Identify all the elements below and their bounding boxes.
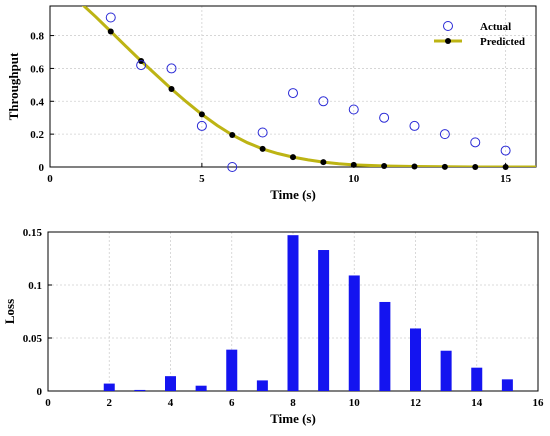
x-tick-label: 16: [533, 397, 545, 409]
predicted-point: [107, 28, 114, 35]
actual-point: [166, 63, 177, 74]
predicted-point: [198, 111, 205, 118]
y-axis-label: Throughput: [6, 52, 21, 120]
loss-bar: [103, 383, 115, 391]
predicted-point: [411, 163, 418, 170]
actual-point: [348, 104, 359, 115]
predicted-point: [320, 159, 327, 166]
actual-point: [439, 129, 450, 140]
y-axis-label: Loss: [2, 299, 17, 324]
loss-bar: [318, 250, 330, 391]
throughput-chart: 0 5 10 15 0 0.2 0.4 0.6 0.8 Time (s) Throughput Act…: [6, 5, 537, 202]
loss-bar: [471, 367, 483, 391]
predicted-point: [259, 145, 266, 152]
loss-bar: [410, 328, 421, 391]
legend-predicted-marker: [445, 38, 451, 44]
predicted-point: [290, 154, 296, 161]
plot-frame: [49, 5, 537, 168]
actual-point: [257, 127, 268, 138]
x-tick-label: 4: [168, 397, 174, 409]
actual-point: [288, 88, 298, 99]
actual-point: [500, 145, 511, 156]
y-tick-label: 0.15: [23, 227, 43, 239]
legend: Actual Predicted: [434, 21, 525, 48]
x-tick-label: 12: [410, 397, 422, 409]
actual-point: [227, 162, 238, 172]
legend-actual-marker: [443, 21, 453, 31]
predicted-point: [350, 161, 357, 168]
predicted-line: [81, 6, 536, 167]
y-tick-label: 0: [39, 162, 45, 174]
loss-bar: [440, 350, 452, 391]
actual-point: [136, 60, 147, 71]
x-tick-label: 14: [471, 397, 483, 409]
loss-bar: [195, 385, 207, 391]
loss-bar: [379, 301, 391, 391]
loss-bar: [134, 389, 146, 391]
y-tick-label: 0: [37, 386, 43, 398]
actual-point: [409, 120, 420, 131]
actual-point: [196, 120, 207, 131]
y-tick-label: 0.2: [30, 129, 44, 141]
x-tick-label: 10: [349, 397, 361, 409]
predicted-point: [381, 163, 388, 170]
loss-chart: 0 2 4 6 8 10 12 14 16 0 0.05 0.1 0.15 Time (s) Loss: [2, 227, 544, 426]
x-tick-label: 15: [500, 173, 512, 185]
y-tick-label: 0.05: [23, 333, 43, 345]
predicted-point: [168, 85, 175, 92]
loss-bar: [256, 380, 268, 391]
x-tick-label: 6: [229, 397, 235, 409]
x-tick-label: 0: [47, 173, 53, 185]
x-axis-label: Time (s): [270, 411, 316, 426]
loss-bar: [165, 376, 176, 391]
loss-bar: [501, 379, 513, 391]
y-tick-label: 0.1: [28, 280, 42, 292]
actual-point: [470, 137, 481, 148]
predicted-point: [229, 131, 236, 138]
predicted-point: [472, 164, 479, 170]
legend-predicted-label: Predicted: [480, 36, 525, 48]
x-axis-label: Time (s): [270, 187, 316, 202]
predicted-point: [441, 163, 448, 170]
x-tick-label: 5: [199, 173, 205, 185]
y-tick-label: 0.4: [30, 96, 44, 108]
actual-point: [318, 96, 329, 107]
loss-bar: [287, 235, 299, 391]
x-tick-label: 10: [348, 173, 360, 185]
y-tick-label: 0.8: [30, 31, 44, 43]
x-tick-label: 8: [290, 397, 296, 409]
loss-bar: [348, 275, 360, 391]
actual-point: [379, 112, 390, 123]
x-tick-label: 2: [107, 397, 113, 409]
loss-bar: [226, 349, 238, 391]
legend-actual-label: Actual: [480, 21, 511, 33]
predicted-point: [502, 164, 509, 170]
x-tick-label: 0: [45, 397, 51, 409]
actual-point: [105, 12, 116, 23]
y-tick-label: 0.6: [30, 63, 44, 75]
